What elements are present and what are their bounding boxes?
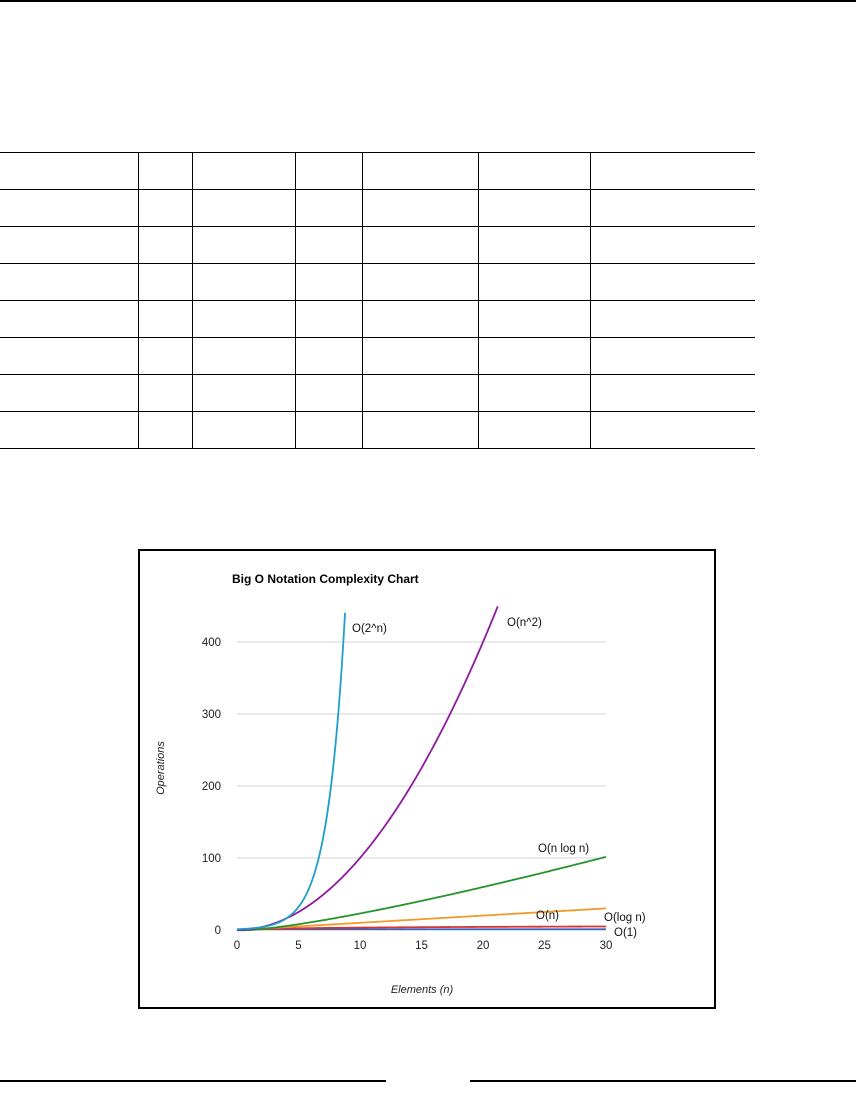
x-tick-label: 20 <box>477 940 490 952</box>
table-cell <box>478 263 591 301</box>
table-cell <box>295 374 363 412</box>
table-row <box>0 189 755 227</box>
table-cell <box>0 189 139 227</box>
series-label: O(2^n) <box>352 623 387 635</box>
table-cell <box>590 152 755 190</box>
table-row <box>0 152 755 190</box>
table-row <box>0 411 755 449</box>
table-cell <box>362 263 479 301</box>
x-tick-label: 25 <box>538 940 551 952</box>
x-tick-label: 0 <box>234 940 240 952</box>
footer-rule-right <box>470 1080 856 1082</box>
footer-rule-left <box>0 1080 386 1082</box>
y-tick-label: 100 <box>202 853 221 865</box>
table-cell <box>192 152 296 190</box>
table-cell <box>590 337 755 375</box>
table-cell <box>192 374 296 412</box>
table-cell <box>478 189 591 227</box>
table-cell <box>0 337 139 375</box>
x-tick-label: 15 <box>415 940 428 952</box>
table-cell <box>478 411 591 449</box>
series-line <box>236 855 607 932</box>
table-row <box>0 226 755 264</box>
chart-frame: Big O Notation Complexity Chart 0 100 200 30… <box>138 549 716 1009</box>
table-cell <box>362 226 479 264</box>
series-line <box>237 925 606 931</box>
table-row <box>0 263 755 301</box>
table-row <box>0 337 755 375</box>
table-cell <box>192 300 296 338</box>
table-cell <box>0 226 139 264</box>
table-cell <box>138 263 193 301</box>
series-line <box>236 606 499 931</box>
table-cell <box>138 226 193 264</box>
table-cell <box>295 226 363 264</box>
table-cell <box>362 337 479 375</box>
table-cell <box>590 300 755 338</box>
table-cell <box>478 374 591 412</box>
table-cell <box>295 152 363 190</box>
top-rule <box>0 0 856 2</box>
table-cell <box>0 152 139 190</box>
table-cell <box>0 374 139 412</box>
table-cell <box>295 263 363 301</box>
table-row <box>0 374 755 412</box>
table-cell <box>295 411 363 449</box>
table-cell <box>362 374 479 412</box>
empty-table <box>0 152 755 449</box>
table-cell <box>478 337 591 375</box>
series-label: O(1) <box>614 927 637 939</box>
table-row <box>0 300 755 338</box>
chart-title: Big O Notation Complexity Chart <box>232 572 419 586</box>
table-cell <box>192 263 296 301</box>
table-cell <box>478 226 591 264</box>
table-cell <box>295 189 363 227</box>
x-tick-label: 10 <box>354 940 367 952</box>
table-cell <box>295 300 363 338</box>
x-tick-label: 5 <box>295 940 301 952</box>
series-line <box>236 612 346 931</box>
y-tick-label: 0 <box>215 925 221 937</box>
table-cell <box>478 300 591 338</box>
table-cell <box>192 411 296 449</box>
table-cell <box>138 411 193 449</box>
big-o-chart: Big O Notation Complexity Chart010020030… <box>155 572 646 996</box>
table-cell <box>590 411 755 449</box>
table-cell <box>590 263 755 301</box>
table-cell <box>0 263 139 301</box>
series-label: O(log n) <box>604 912 646 924</box>
table-cell <box>192 226 296 264</box>
table-cell <box>138 337 193 375</box>
table-cell <box>478 152 591 190</box>
table-cell <box>138 300 193 338</box>
series-label: O(n^2) <box>507 617 542 629</box>
y-tick-label: 200 <box>202 781 221 793</box>
x-tick-label: 30 <box>600 940 613 952</box>
table-cell <box>362 152 479 190</box>
table-cell <box>295 337 363 375</box>
table-cell <box>590 189 755 227</box>
table-cell <box>362 300 479 338</box>
y-tick-label: 300 <box>202 709 221 721</box>
table-cell <box>590 226 755 264</box>
table-cell <box>362 411 479 449</box>
table-cell <box>138 189 193 227</box>
y-tick-label: 400 <box>202 637 221 649</box>
table-cell <box>0 300 139 338</box>
table-cell <box>362 189 479 227</box>
table-cell <box>138 152 193 190</box>
table-cell <box>590 374 755 412</box>
table-cell <box>138 374 193 412</box>
x-axis-label: Elements (n) <box>391 984 454 996</box>
series-line <box>236 907 607 931</box>
table-cell <box>0 411 139 449</box>
table-cell <box>192 189 296 227</box>
series-label: O(n log n) <box>538 843 589 855</box>
series-label: O(n) <box>536 910 559 922</box>
y-axis-label: Operations <box>155 741 167 795</box>
table-cell <box>192 337 296 375</box>
